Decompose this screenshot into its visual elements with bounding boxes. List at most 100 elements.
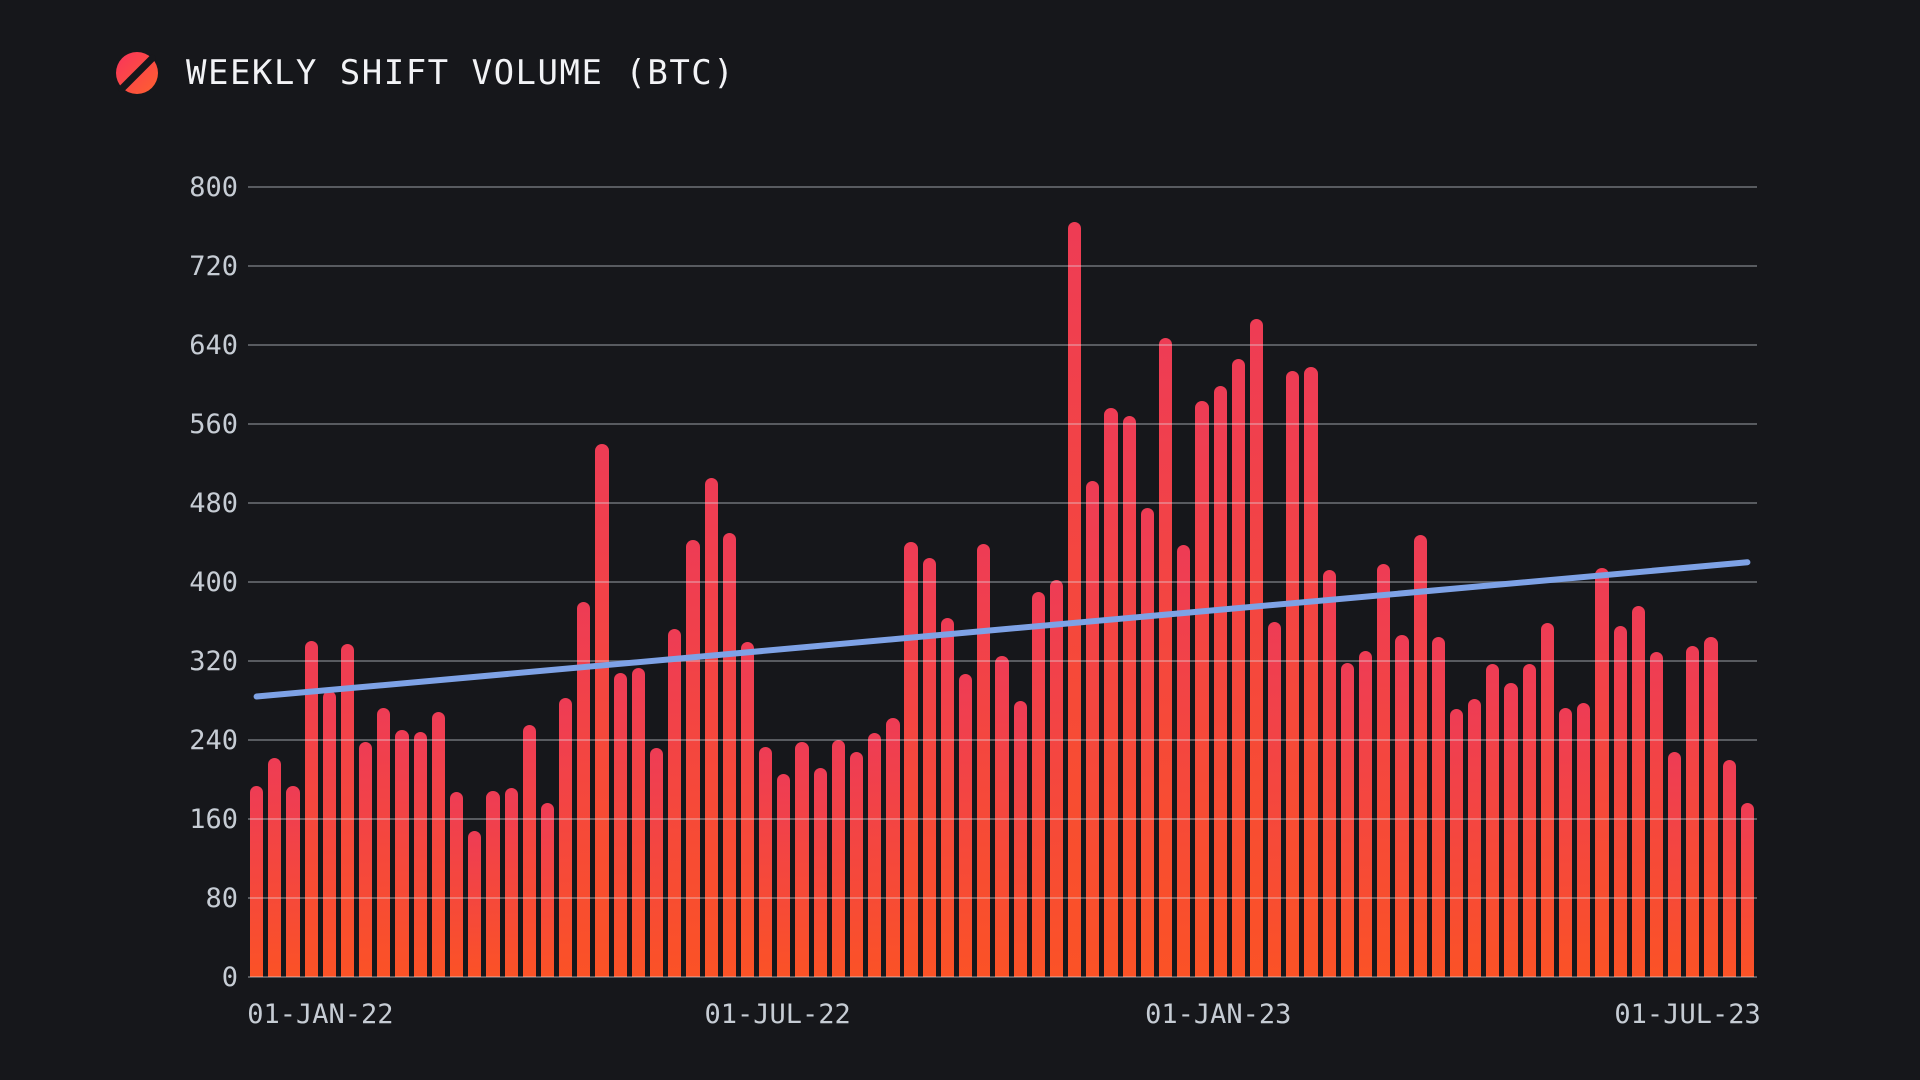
volume-bar[interactable] bbox=[777, 773, 791, 977]
volume-bar[interactable] bbox=[1722, 759, 1736, 977]
volume-bar[interactable] bbox=[1413, 534, 1427, 977]
volume-bar[interactable] bbox=[631, 667, 645, 977]
volume-bar[interactable] bbox=[468, 830, 482, 977]
volume-bar[interactable] bbox=[559, 697, 573, 977]
volume-bar[interactable] bbox=[1522, 663, 1536, 977]
volume-bar[interactable] bbox=[1449, 709, 1464, 977]
volume-bar[interactable] bbox=[668, 629, 682, 977]
volume-bar[interactable] bbox=[940, 617, 955, 977]
volume-bar[interactable] bbox=[1540, 622, 1554, 977]
volume-bar[interactable] bbox=[722, 532, 736, 977]
volume-bar[interactable] bbox=[577, 601, 591, 977]
volume-bar[interactable] bbox=[1195, 401, 1209, 977]
volume-bar[interactable] bbox=[304, 641, 318, 977]
volume-bar[interactable] bbox=[359, 741, 373, 977]
volume-bar[interactable] bbox=[759, 746, 773, 977]
y-tick-label-400: 400 bbox=[189, 566, 238, 598]
volume-bar[interactable] bbox=[649, 747, 664, 977]
volume-bar[interactable] bbox=[1177, 545, 1191, 977]
volume-bar[interactable] bbox=[377, 708, 391, 977]
volume-bar[interactable] bbox=[922, 558, 936, 977]
volume-bar[interactable] bbox=[1740, 803, 1754, 977]
volume-bar[interactable] bbox=[813, 767, 827, 977]
volume-bar[interactable] bbox=[995, 656, 1009, 977]
volume-bar[interactable] bbox=[1286, 370, 1300, 977]
volume-bar[interactable] bbox=[1704, 637, 1718, 977]
volume-bar[interactable] bbox=[1468, 698, 1482, 977]
sideshift-logo-icon bbox=[116, 52, 158, 94]
volume-bar[interactable] bbox=[886, 718, 900, 977]
volume-bar[interactable] bbox=[1577, 703, 1591, 977]
x-tick-label-01-JUL-22: 01-JUL-22 bbox=[704, 999, 851, 1030]
volume-bar[interactable] bbox=[868, 733, 882, 977]
volume-bar[interactable] bbox=[1613, 626, 1627, 977]
volume-bar[interactable] bbox=[1686, 646, 1700, 977]
volume-bar[interactable] bbox=[613, 672, 627, 977]
volume-bar[interactable] bbox=[1086, 481, 1100, 977]
bars-series bbox=[248, 187, 1757, 977]
volume-bar[interactable] bbox=[795, 741, 809, 977]
chart-header: WEEKLY SHIFT VOLUME (BTC) bbox=[116, 52, 735, 94]
volume-bar[interactable] bbox=[1268, 621, 1282, 977]
volume-bar[interactable] bbox=[1431, 637, 1445, 977]
x-tick-label-01-JUL-23: 01-JUL-23 bbox=[1614, 999, 1761, 1030]
volume-bar[interactable] bbox=[1340, 662, 1355, 977]
volume-bar[interactable] bbox=[1159, 338, 1173, 977]
volume-bar[interactable] bbox=[250, 786, 264, 977]
volume-bar[interactable] bbox=[704, 478, 718, 977]
volume-bar[interactable] bbox=[1377, 564, 1391, 977]
y-tick-label-640: 640 bbox=[189, 329, 238, 361]
volume-bar[interactable] bbox=[1359, 651, 1373, 977]
volume-bar[interactable] bbox=[1122, 416, 1136, 977]
volume-bar[interactable] bbox=[268, 757, 282, 977]
chart-title: WEEKLY SHIFT VOLUME (BTC) bbox=[186, 53, 736, 93]
volume-bar[interactable] bbox=[1213, 386, 1227, 977]
volume-bar[interactable] bbox=[1649, 652, 1664, 977]
volume-bar[interactable] bbox=[286, 786, 300, 977]
volume-bar[interactable] bbox=[1486, 663, 1500, 977]
volume-bar[interactable] bbox=[1504, 682, 1518, 977]
volume-bar[interactable] bbox=[1104, 408, 1118, 977]
y-tick-label-560: 560 bbox=[189, 408, 238, 440]
volume-bar[interactable] bbox=[449, 792, 464, 977]
volume-bar[interactable] bbox=[1013, 700, 1027, 977]
volume-bar[interactable] bbox=[740, 642, 755, 977]
volume-bar[interactable] bbox=[1558, 708, 1573, 977]
volume-bar[interactable] bbox=[413, 732, 427, 977]
y-tick-label-800: 800 bbox=[189, 171, 238, 203]
volume-bar[interactable] bbox=[1249, 319, 1264, 977]
volume-bar[interactable] bbox=[959, 673, 973, 977]
volume-bar[interactable] bbox=[904, 541, 918, 977]
volume-bar[interactable] bbox=[1322, 570, 1336, 977]
y-tick-label-80: 80 bbox=[205, 882, 238, 914]
volume-bar[interactable] bbox=[1595, 568, 1609, 977]
x-tick-label-01-JAN-22: 01-JAN-22 bbox=[247, 999, 394, 1030]
volume-bar[interactable] bbox=[1231, 358, 1245, 977]
volume-bar[interactable] bbox=[1395, 635, 1409, 977]
volume-bar[interactable] bbox=[686, 539, 700, 977]
y-tick-label-320: 320 bbox=[189, 645, 238, 677]
x-tick-label-01-JAN-23: 01-JAN-23 bbox=[1145, 999, 1292, 1030]
volume-bar[interactable] bbox=[504, 788, 518, 977]
volume-bar[interactable] bbox=[340, 644, 355, 977]
volume-bar[interactable] bbox=[1031, 591, 1045, 977]
volume-bar[interactable] bbox=[486, 791, 500, 977]
y-tick-label-240: 240 bbox=[189, 724, 238, 756]
volume-bar[interactable] bbox=[1140, 507, 1155, 977]
volume-bar[interactable] bbox=[540, 803, 555, 977]
y-tick-label-720: 720 bbox=[189, 250, 238, 282]
volume-bar[interactable] bbox=[1049, 580, 1064, 977]
volume-bar[interactable] bbox=[1304, 366, 1318, 977]
volume-bar[interactable] bbox=[1068, 221, 1082, 977]
volume-bar[interactable] bbox=[431, 712, 445, 977]
volume-bar[interactable] bbox=[849, 751, 864, 977]
volume-bar[interactable] bbox=[831, 740, 845, 977]
volume-bar[interactable] bbox=[522, 725, 536, 977]
volume-bar[interactable] bbox=[1668, 751, 1682, 977]
volume-bar[interactable] bbox=[395, 730, 409, 977]
volume-bar[interactable] bbox=[977, 543, 991, 977]
volume-bar[interactable] bbox=[595, 443, 609, 977]
volume-bar[interactable] bbox=[322, 690, 336, 977]
volume-bar[interactable] bbox=[1631, 605, 1645, 977]
